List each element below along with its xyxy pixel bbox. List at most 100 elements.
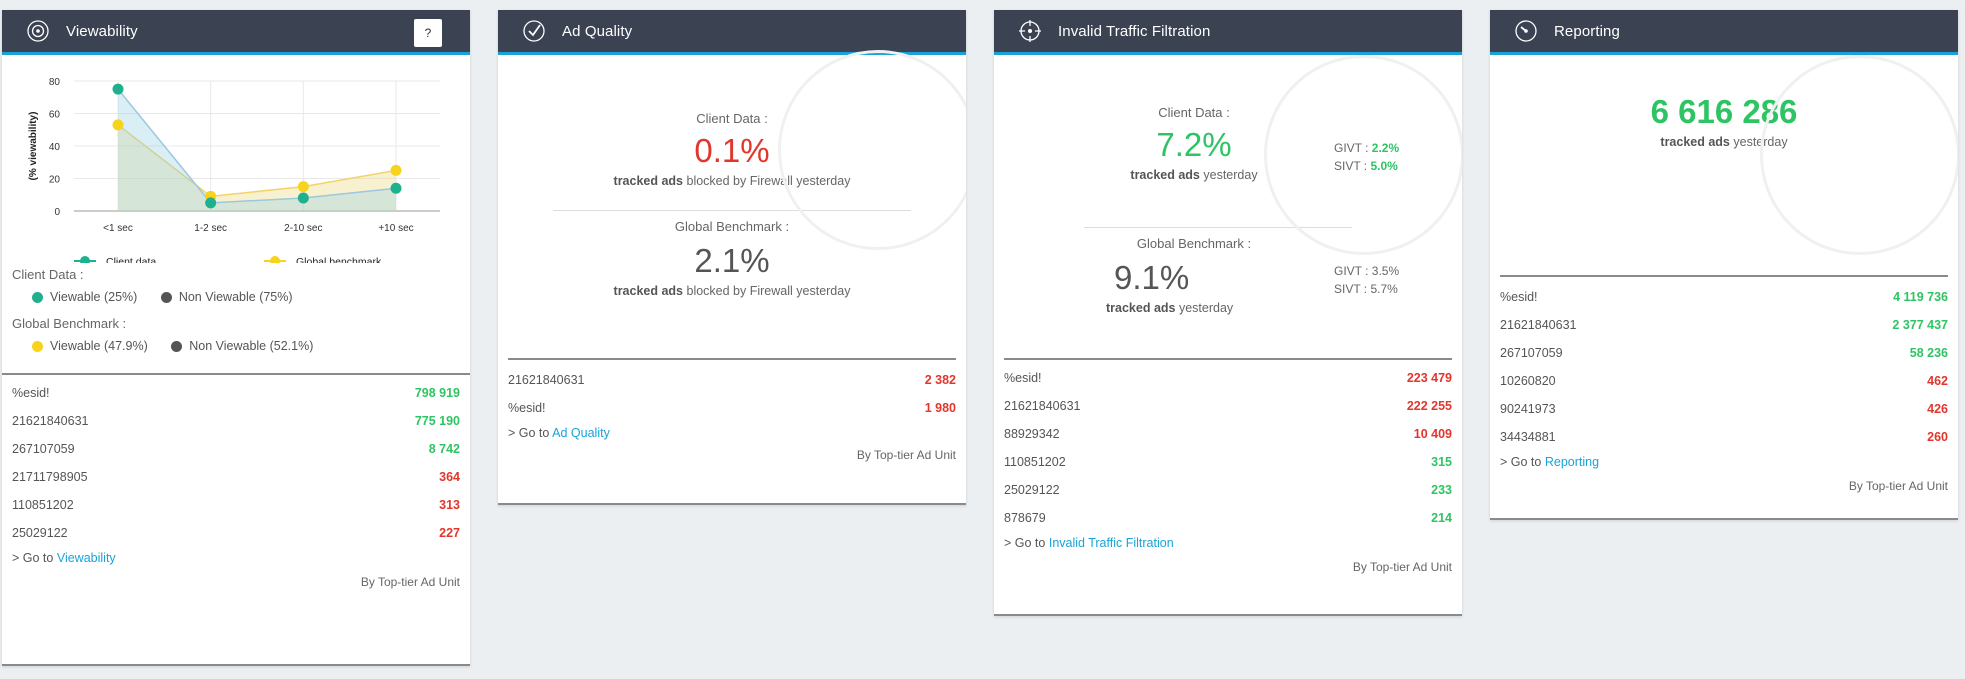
table-row: %esid! 223 479 [1004,371,1452,385]
table-row: 34434881 260 [1500,430,1948,444]
y-tick-label: 80 [49,77,61,88]
table-row: 90241973 426 [1500,402,1948,416]
x-tick-label: 2-10 sec [284,223,322,234]
table-row: 25029122 227 [12,526,460,540]
goto-viewability: > Go to Viewability [12,551,116,565]
client-sub: tracked ads blocked by Firewall yesterda… [613,174,851,188]
client-blocked-rate: 0.1% [694,132,770,169]
table-row: 10260820 462 [1500,374,1948,388]
goto-ivt: > Go to Invalid Traffic Filtration [1004,536,1174,550]
legend-dot-icon [32,292,43,304]
goto-reporting: > Go to Reporting [1500,455,1600,469]
legend-dot-icon [32,341,43,353]
table-row: 21621840631 222 255 [1004,399,1452,413]
viewability-table: %esid! 798 919 21621840631 775 190 2671070… [2,375,470,589]
table-row: %esid! 1 980 [508,401,956,415]
ivt-table: %esid! 223 479 21621840631 222 255 8892934… [994,360,1462,574]
viewability-header: Viewability ? [2,10,470,55]
data-point [390,164,402,176]
legend-viewable-client: Viewable (25%) [32,290,137,304]
legend-nonviewable-client: Non Viewable (75%) [160,290,293,304]
legend-nonviewable-benchmark: Non Viewable (52.1%) [171,339,313,353]
data-point [112,83,124,95]
data-point [390,182,402,194]
benchmark-ivt-rate: 9.1% [1114,259,1190,296]
client-sub: tracked ads yesterday [1130,168,1258,182]
y-tick-label: 20 [49,175,61,186]
x-tick-label: <1 sec [103,223,133,234]
data-point [112,119,124,131]
x-tick-label: 1-2 sec [194,223,227,234]
client-data-label: Client Data : [12,267,84,282]
benchmark-sub: tracked ads blocked by Firewall yesterda… [613,284,851,298]
reporting-title: Reporting [1554,22,1620,40]
table-row: 267107059 58 236 [1500,346,1948,360]
client-data-label: Client Data : [1158,105,1230,120]
legend-marker [80,256,90,263]
ad-quality-link[interactable]: Ad Quality [552,426,610,440]
table-row: 21621840631 2 377 437 [1500,318,1948,332]
table-row: 267107059 8 742 [12,442,460,456]
benchmark-sub: tracked ads yesterday [1106,301,1234,315]
tracked-ads-sub: tracked ads yesterday [1660,135,1788,149]
table-row: 21621840631 775 190 [12,414,460,428]
table-row: 110851202 313 [12,498,460,512]
table-row: 21621840631 2 382 [508,373,956,387]
table-row: 21711798905 364 [12,470,460,484]
legend-label: Global benchmark [296,256,382,263]
by-tier-label: By Top-tier Ad Unit [1848,479,1948,493]
client-legend: Viewable (25%) Non Viewable (75%) [12,290,460,304]
ad-quality-table: 21621840631 2 382 %esid! 1 980 > Go to Ad … [498,360,966,462]
series-line [117,88,397,204]
data-point [297,181,309,193]
benchmark-ivt-breakdown: GIVT : 3.5% SIVT : 5.7% [1334,264,1400,296]
legend-dot-icon [160,292,172,304]
by-tier-label: By Top-tier Ad Unit [1352,560,1452,574]
ad-quality-header: Ad Quality [498,10,966,55]
legend-viewable-benchmark: Viewable (47.9%) [32,339,148,353]
ivt-title: Invalid Traffic Filtration [1058,22,1211,40]
y-tick-label: 60 [49,110,61,121]
tracked-ads-total: 6 616 286 [1650,93,1798,130]
data-point [205,197,217,209]
y-tick-label: 40 [49,142,61,153]
viewability-link[interactable]: Viewability [56,551,116,565]
series-area [118,124,396,211]
y-axis-label: (% viewability) [28,112,39,181]
gauge-icon [1514,19,1538,43]
benchmark-legend: Viewable (47.9%) Non Viewable (52.1%) [12,339,460,353]
legend-label: Client data [106,256,156,263]
data-point [297,192,309,204]
ad-quality-card: Ad Quality Client Data : 0.1% tracked ad… [498,10,966,505]
global-benchmark-label: Global Benchmark : [1136,236,1252,251]
table-row: 110851202 315 [1004,455,1452,469]
global-benchmark-label: Global Benchmark : [12,316,127,331]
table-row: %esid! 4 119 736 [1500,290,1948,304]
benchmark-blocked-rate: 2.1% [694,242,770,279]
ivt-link[interactable]: Invalid Traffic Filtration [1048,536,1174,550]
table-row: 878679 214 [1004,511,1452,525]
goto-ad-quality: > Go to Ad Quality [508,426,610,440]
legend-marker [270,256,280,263]
global-benchmark-label: Global Benchmark : [674,219,790,234]
series-area [118,89,396,211]
table-row: %esid! 798 919 [12,386,460,400]
viewability-chart: 0 20 40 60 80 <1 sec 1-2 sec 2-10 sec +10 sec (% … [28,77,440,263]
table-row: 88929342 10 409 [1004,427,1452,441]
by-tier-label: By Top-tier Ad Unit [360,575,460,589]
viewability-title: Viewability [66,22,138,40]
ivt-header: Invalid Traffic Filtration [994,10,1462,55]
client-ivt-breakdown: GIVT : 2.2% SIVT : 5.0% [1334,141,1400,173]
radar-icon [26,19,50,43]
series-line [117,124,397,198]
help-button[interactable]: ? [414,19,442,47]
y-tick-label: 0 [54,207,60,218]
check-circle-icon [522,19,546,43]
reporting-header: Reporting [1490,10,1958,55]
reporting-table: %esid! 4 119 736 21621840631 2 377 437 267… [1490,277,1958,493]
reporting-link[interactable]: Reporting [1544,455,1600,469]
client-ivt-rate: 7.2% [1156,126,1232,163]
client-data-label: Client Data : [696,111,768,126]
watermark-icon [1760,55,1958,255]
legend-dot-icon [171,341,183,353]
